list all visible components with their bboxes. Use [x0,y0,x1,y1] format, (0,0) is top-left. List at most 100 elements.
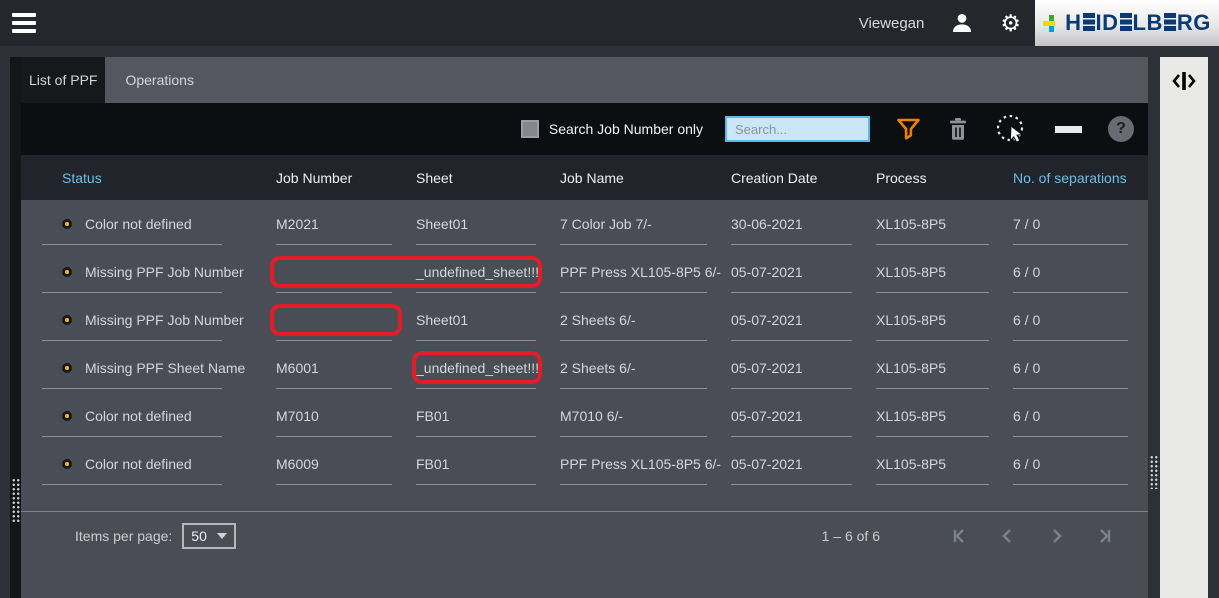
creation-date-cell: 05-07-2021 [731,392,852,440]
tab-list-of-ppf[interactable]: List of PPF [21,57,106,103]
status-text: Color not defined [85,216,192,232]
page-range-label: 1 – 6 of 6 [821,527,880,544]
help-icon[interactable] [1108,116,1134,142]
heidelberg-plus-icon [1043,14,1060,32]
job-number-cell: M6001 [276,344,392,392]
last-page-icon[interactable] [1094,526,1114,546]
process-cell: XL105-8P5 [876,344,989,392]
process-cell: XL105-8P5 [876,200,989,248]
gear-icon[interactable] [1000,12,1021,35]
user-icon[interactable] [950,11,974,35]
drag-handle-icon[interactable] [11,478,20,522]
search-input[interactable] [725,116,870,142]
search-job-number-only-checkbox[interactable] [520,120,539,138]
job-number-cell: M7010 [276,392,392,440]
status-icon [62,363,72,373]
process-cell: XL105-8P5 [876,296,989,344]
column-header-process[interactable]: Process [876,169,927,186]
toolbar: Search Job Number only [21,103,1148,155]
drag-handle-icon[interactable] [1149,455,1159,489]
job-name-cell: 7 Color Job 7/- [560,200,707,248]
creation-date-cell: 05-07-2021 [731,344,852,392]
right-splitter[interactable] [1148,57,1160,598]
creation-date-cell: 05-07-2021 [731,248,852,296]
status-icon [62,411,72,421]
heidelberg-logo-text: H ID LB RG [1065,10,1211,35]
status-icon [62,315,72,325]
items-per-page-select[interactable]: 50 [182,522,237,549]
job-name-cell: PPF Press XL105-8P5 6/- [560,440,721,488]
heidelberg-logo: H ID LB RG [1035,0,1219,46]
table-row[interactable]: Color not defined M7010 FB01 M7010 6/- 0… [21,392,1148,440]
job-name-cell: 2 Sheets 6/- [560,296,707,344]
job-name-cell: 2 Sheets 6/- [560,344,707,392]
column-header-job-name[interactable]: Job Name [560,169,624,186]
separations-cell: 6 / 0 [1013,248,1128,296]
separations-cell: 6 / 0 [1013,392,1128,440]
items-per-page-label: Items per page: [75,527,173,544]
separations-cell: 6 / 0 [1013,440,1128,488]
status-text: Missing PPF Sheet Name [85,360,246,376]
sheet-cell: Sheet01 [416,200,536,248]
sheet-cell: _undefined_sheet!!! [416,248,539,296]
status-text: Missing PPF Job Number [85,264,244,280]
items-per-page-value: 50 [191,527,207,544]
separations-cell: 7 / 0 [1013,200,1128,248]
side-panel [1160,57,1208,598]
next-page-icon[interactable] [1046,526,1066,546]
job-number-cell [276,296,392,344]
process-cell: XL105-8P5 [876,248,989,296]
separations-cell: 6 / 0 [1013,296,1128,344]
table-row[interactable]: Missing PPF Job Number Sheet01 2 Sheets … [21,296,1148,344]
job-name-cell: M7010 6/- [560,392,707,440]
table-row[interactable]: Missing PPF Sheet Name M6001 _undefined_… [21,344,1148,392]
separations-cell: 6 / 0 [1013,344,1128,392]
status-icon [62,459,72,469]
status-text: Color not defined [85,456,192,472]
delete-icon[interactable] [947,117,969,141]
job-number-cell: M2021 [276,200,392,248]
process-cell: XL105-8P5 [876,392,989,440]
job-number-cell: M6009 [276,440,392,488]
status-text: Color not defined [85,408,192,424]
table-row[interactable]: Missing PPF Job Number _undefined_sheet!… [21,248,1148,296]
column-header-creation-date[interactable]: Creation Date [731,169,818,186]
select-jobs-icon[interactable] [995,113,1029,145]
sheet-cell: Sheet01 [416,296,536,344]
checkbox-label: Search Job Number only [548,121,703,137]
creation-date-cell: 05-07-2021 [731,296,852,344]
sheet-cell: FB01 [416,392,536,440]
table-row[interactable]: Color not defined M2021 Sheet01 7 Color … [21,200,1148,248]
previous-page-icon[interactable] [998,526,1018,546]
menu-icon[interactable] [12,13,36,34]
table-body: Color not defined M2021 Sheet01 7 Color … [21,200,1148,488]
sheet-cell: FB01 [416,440,536,488]
user-name: Viewegan [858,14,925,32]
status-text: Missing PPF Job Number [85,312,244,328]
sheet-cell: _undefined_sheet!!! [416,344,539,392]
left-splitter[interactable] [10,57,21,598]
status-icon [62,267,72,277]
column-header-job-number[interactable]: Job Number [276,169,353,186]
table-row[interactable]: Color not defined M6009 FB01 PPF Press X… [21,440,1148,488]
caret-down-icon [217,532,228,539]
expand-panel-icon[interactable] [1170,69,1198,98]
column-header-separations[interactable]: No. of separations [1013,169,1127,186]
first-page-icon[interactable] [950,526,970,546]
creation-date-cell: 30-06-2021 [731,200,852,248]
tab-bar: List of PPF Operations [21,57,1148,103]
more-options-icon[interactable] [1055,123,1082,136]
creation-date-cell: 05-07-2021 [731,440,852,488]
job-number-cell [276,248,392,296]
column-header-sheet[interactable]: Sheet [416,169,453,186]
job-name-cell: PPF Press XL105-8P5 6/- [560,248,721,296]
table-header: Status Job Number Sheet Job Name Creatio… [21,155,1148,200]
pagination-bar: Items per page: 50 1 – 6 of 6 [21,511,1148,559]
tab-operations[interactable]: Operations [125,72,194,88]
column-header-status[interactable]: Status [62,169,102,186]
main-content: List of PPF Operations Search Job Number… [21,57,1148,598]
status-icon [62,219,72,229]
filter-icon[interactable] [896,117,921,141]
process-cell: XL105-8P5 [876,440,989,488]
